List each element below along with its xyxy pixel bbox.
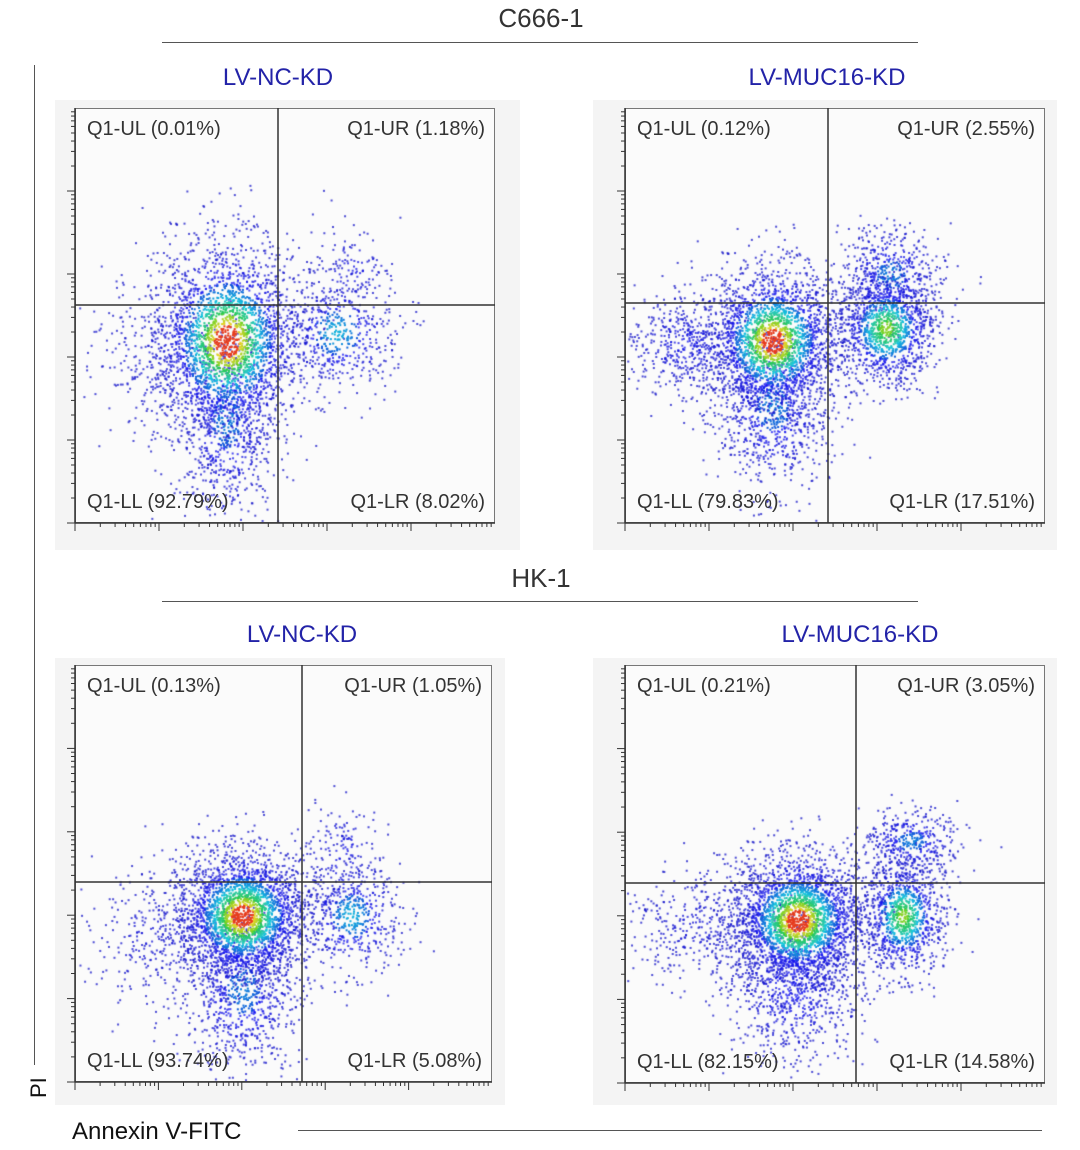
density-dots xyxy=(75,108,495,523)
sample-title: LV-MUC16-KD xyxy=(781,621,939,648)
sample-title: LV-NC-KD xyxy=(246,621,358,648)
quadrant-label-lr: Q1-LR (17.51%) xyxy=(889,491,1035,513)
group-title-c666-1: C666-1 xyxy=(498,3,584,33)
quadrant-label-ur: Q1-UR (2.55%) xyxy=(897,118,1035,140)
quadrant-label-ul: Q1-UL (0.21%) xyxy=(637,675,771,697)
density-dots xyxy=(75,665,492,1082)
sample-title: LV-MUC16-KD xyxy=(748,64,906,91)
quadrant-label-ll: Q1-LL (92.79%) xyxy=(87,491,229,513)
quadrant-label-ur: Q1-UR (1.18%) xyxy=(347,118,485,140)
group-title-hk-1: HK-1 xyxy=(511,563,571,593)
x-axis-label: Annexin V-FITC xyxy=(72,1118,242,1145)
quadrant-label-ur: Q1-UR (1.05%) xyxy=(344,675,482,697)
plot-axes xyxy=(67,108,495,531)
quadrant-label-ul: Q1-UL (0.01%) xyxy=(87,118,221,140)
quadrant-label-lr: Q1-LR (8.02%) xyxy=(350,491,486,513)
sample-title: LV-NC-KD xyxy=(222,64,334,91)
density-dots xyxy=(625,665,1045,1083)
quadrant-label-ul: Q1-UL (0.13%) xyxy=(87,675,221,697)
x-axis-line xyxy=(298,1130,1042,1131)
quadrant-label-ll: Q1-LL (93.74%) xyxy=(87,1050,229,1072)
quadrant-label-ul: Q1-UL (0.12%) xyxy=(637,118,771,140)
quadrant-label-ll: Q1-LL (82.15%) xyxy=(637,1051,779,1073)
plot-axes xyxy=(617,108,1045,531)
y-axis-line xyxy=(34,65,35,1065)
quadrant-label-ur: Q1-UR (3.05%) xyxy=(897,675,1035,697)
density-dots xyxy=(625,108,1045,523)
y-axis-label: PI xyxy=(26,1077,51,1098)
quadrant-label-lr: Q1-LR (14.58%) xyxy=(889,1051,1035,1073)
quadrant-label-lr: Q1-LR (5.08%) xyxy=(347,1050,483,1072)
group-divider xyxy=(162,42,918,43)
quadrant-label-ll: Q1-LL (79.83%) xyxy=(637,491,779,513)
plot-axes xyxy=(617,665,1045,1091)
plot-axes xyxy=(67,665,492,1090)
group-divider xyxy=(162,601,918,602)
